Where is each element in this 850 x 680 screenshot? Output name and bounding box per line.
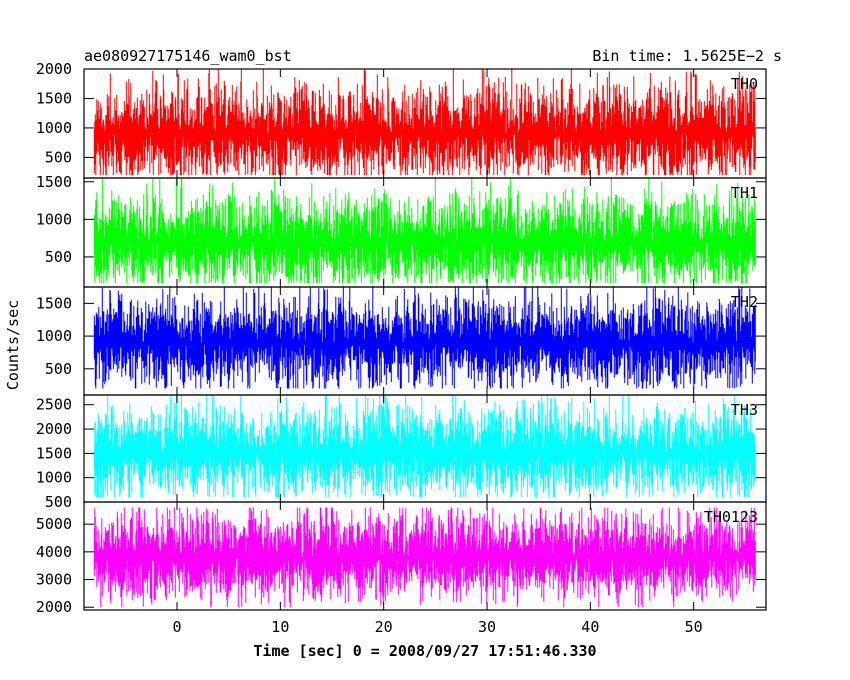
- y-tick-label: 1500: [36, 444, 72, 462]
- x-tick-label: 10: [271, 618, 289, 636]
- series-th2: [93, 287, 756, 389]
- y-tick-label: 1000: [36, 327, 72, 345]
- y-tick-label: 4000: [36, 543, 72, 561]
- x-tick-label: 0: [172, 618, 181, 636]
- panel-label: TH1: [731, 184, 758, 202]
- chart-title-left: ae080927175146_wam0_bst: [84, 47, 292, 65]
- y-tick-label: 3000: [36, 571, 72, 589]
- y-tick-label: 5000: [36, 515, 72, 533]
- y-tick-label: 1500: [36, 89, 72, 107]
- x-tick-label: 20: [375, 618, 393, 636]
- y-tick-label: 2000: [36, 598, 72, 616]
- panel-label: TH2: [731, 293, 758, 311]
- series-th1: [93, 178, 756, 284]
- y-tick-label: 1000: [36, 469, 72, 487]
- y-tick-label: 500: [45, 360, 72, 378]
- y-tick-label: 2500: [36, 396, 72, 414]
- y-tick-label: 1500: [36, 173, 72, 191]
- series-th0: [93, 69, 756, 176]
- x-tick-label: 30: [478, 618, 496, 636]
- y-tick-label: 1500: [36, 294, 72, 312]
- panel-label: TH0123: [704, 508, 758, 526]
- x-axis-label: Time [sec] 0 = 2008/09/27 17:51:46.330: [253, 642, 596, 660]
- panel-th0: 500 1000 1500 2000 TH0: [36, 60, 767, 179]
- panel-th3: 500 1000 1500 2000 2500 TH3: [36, 394, 767, 511]
- x-tick-label: 50: [685, 618, 703, 636]
- y-tick-label: 500: [45, 493, 72, 511]
- y-tick-label: 1000: [36, 119, 72, 137]
- y-tick-label: 2000: [36, 60, 72, 78]
- panel-th1: 500 1000 1500 TH1: [36, 173, 767, 288]
- y-tick-label: 1000: [36, 210, 72, 228]
- y-axis-label: Counts/sec: [4, 300, 22, 390]
- panel-th0123: 2000 3000 4000 5000 TH0123: [36, 501, 767, 616]
- y-tick-label: 500: [45, 148, 72, 166]
- panel-label: TH0: [731, 75, 758, 93]
- y-tick-label: 2000: [36, 420, 72, 438]
- y-tick-label: 500: [45, 248, 72, 266]
- panel-label: TH3: [731, 401, 758, 419]
- panel-th2: 500 1000 1500 TH2: [36, 286, 767, 396]
- panel-frame: [83, 501, 767, 611]
- series-th3: [93, 395, 756, 498]
- x-tick-label: 40: [581, 618, 599, 636]
- series-th0123: [93, 507, 756, 608]
- panels-group: 500100015002000TH050010001500TH150010001…: [36, 60, 767, 636]
- chart-title-right: Bin time: 1.5625E−2 s: [592, 47, 782, 65]
